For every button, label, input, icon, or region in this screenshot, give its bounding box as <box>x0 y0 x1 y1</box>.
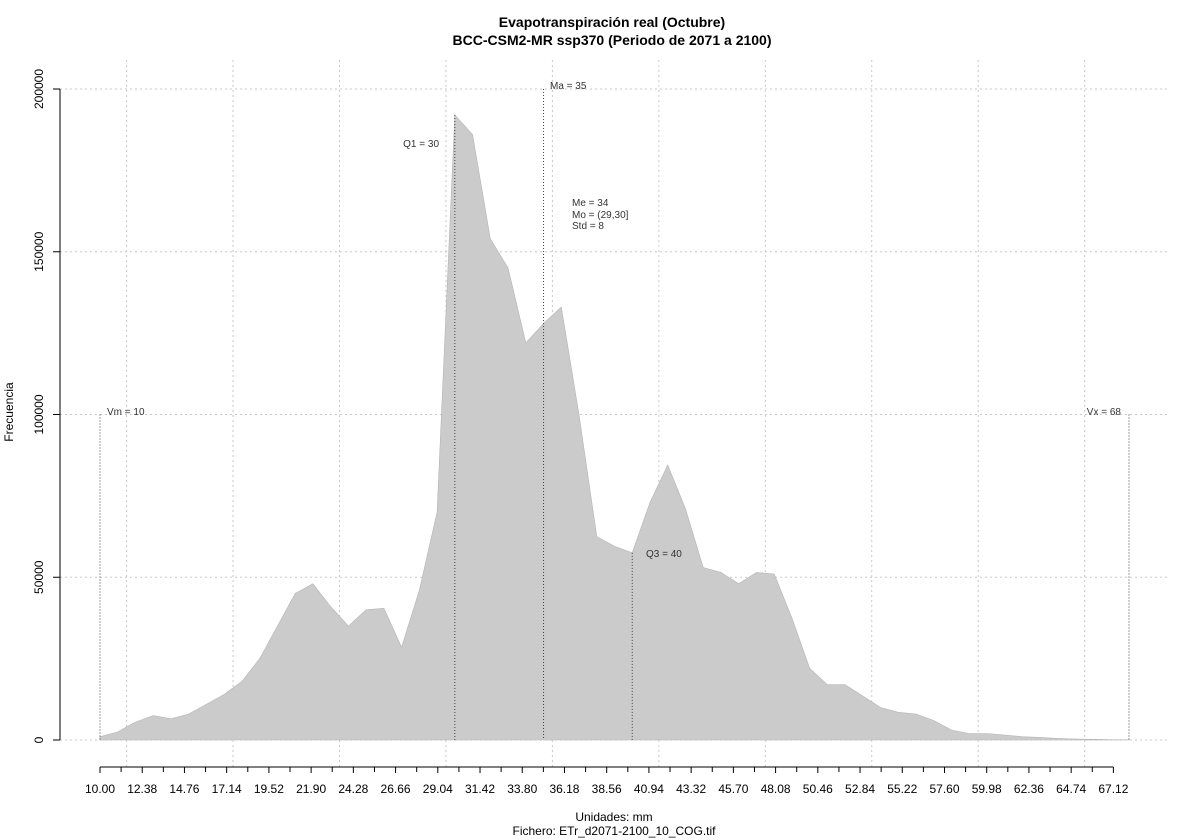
y-tick-label: 100000 <box>32 394 46 434</box>
x-axis-label: Unidades: mm <box>575 810 652 824</box>
area-series <box>99 114 1130 741</box>
x-tick-label: 31.42 <box>465 782 495 796</box>
x-tick-label: 29.04 <box>423 782 453 796</box>
annotation-me: Me = 34 <box>572 198 609 209</box>
y-tick-label: 50000 <box>32 560 46 594</box>
y-axis-label: Frecuencia <box>2 382 16 442</box>
labels: Evapotranspiración real (Octubre) BCC-CS… <box>2 14 1121 838</box>
y-tick-label: 0 <box>32 736 46 743</box>
x-tick-label: 43.32 <box>676 782 706 796</box>
chart-subtitle: BCC-CSM2-MR ssp370 (Periodo de 2071 a 21… <box>453 32 772 48</box>
x-tick-label: 19.52 <box>254 782 284 796</box>
area-fill <box>99 114 1130 741</box>
x-tick-label: 48.08 <box>761 782 791 796</box>
x-tick-label: 55.22 <box>887 782 917 796</box>
x-tick-label: 21.90 <box>296 782 326 796</box>
axes: 0 50000 100000 150000 200000 10.00 12.38 14.76 1… <box>32 69 1129 796</box>
annotation-q1: Q1 = 30 <box>403 139 439 150</box>
x-tick-label: 64.74 <box>1056 782 1086 796</box>
x-tick-label: 12.38 <box>127 782 157 796</box>
x-tick-label: 52.84 <box>845 782 875 796</box>
x-tick-label: 38.56 <box>592 782 622 796</box>
y-tick-label: 150000 <box>32 231 46 271</box>
annotation-std: Std = 8 <box>572 221 604 232</box>
x-tick-label: 26.66 <box>381 782 411 796</box>
x-tick-label: 62.36 <box>1014 782 1044 796</box>
x-tick-label: 36.18 <box>549 782 579 796</box>
x-tick-label: 10.00 <box>85 782 115 796</box>
annotation-ma: Ma = 35 <box>550 81 587 92</box>
annotation-mo: Mo = (29,30] <box>572 210 629 221</box>
x-tick-label: 17.14 <box>212 782 242 796</box>
chart-title: Evapotranspiración real (Octubre) <box>499 14 725 30</box>
y-tick-label: 200000 <box>32 69 46 109</box>
annotation-q3: Q3 = 40 <box>646 549 682 560</box>
x-tick-label: 59.98 <box>972 782 1002 796</box>
x-tick-label: 40.94 <box>634 782 664 796</box>
x-tick-label: 14.76 <box>169 782 199 796</box>
x-tick-label: 57.60 <box>929 782 959 796</box>
x-tick-label: 50.46 <box>803 782 833 796</box>
x-tick-label: 24.28 <box>338 782 368 796</box>
x-tick-label: 33.80 <box>507 782 537 796</box>
x-tick-label: 45.70 <box>718 782 748 796</box>
marker-lines <box>99 89 1130 740</box>
file-caption: Fichero: ETr_d2071-2100_10_COG.tif <box>513 824 717 838</box>
x-tick-label: 67.12 <box>1098 782 1128 796</box>
annotation-vm: Vm = 10 <box>107 407 145 418</box>
annotation-vx: Vx = 68 <box>1087 407 1122 418</box>
